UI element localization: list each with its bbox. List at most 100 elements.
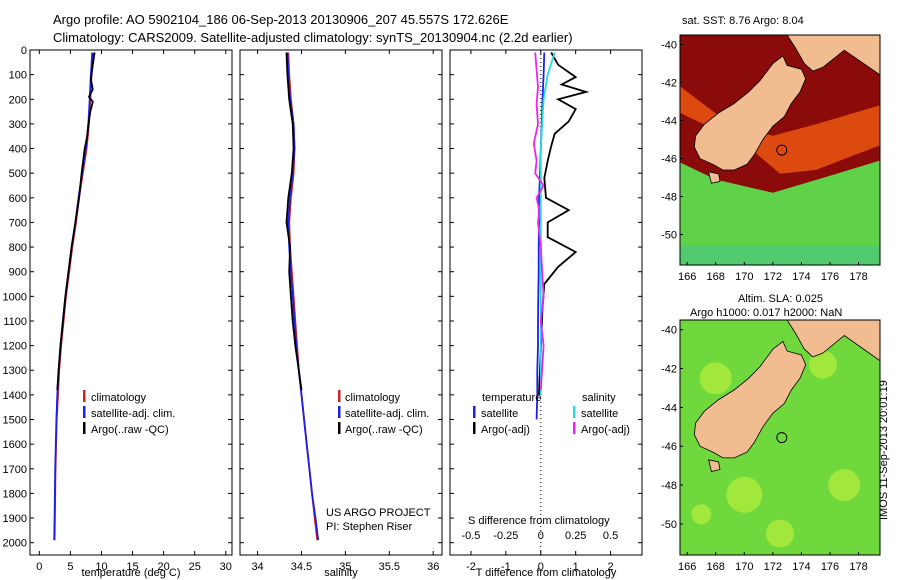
map-y-tick-label: -50 (661, 230, 677, 242)
sst-cool (680, 160, 880, 265)
map-x-tick-label: 178 (849, 271, 867, 283)
map-x-tick-label: 174 (792, 271, 810, 283)
argo-position-marker (776, 432, 788, 444)
sla-blob (691, 504, 712, 525)
legend-label: satellite-adj. clim. (91, 408, 175, 420)
legend-swatch-temp-argo (473, 422, 476, 434)
x2-tick-label: 0 (538, 530, 544, 542)
y-tick-label: 700 (9, 217, 27, 229)
x2-tick-label: 0.25 (565, 530, 586, 542)
map-x-tick-label: 172 (764, 561, 782, 573)
legend-label: satellite (581, 408, 618, 420)
sst-front (680, 86, 880, 174)
north-island (786, 35, 880, 76)
legend-swatch-sal-satellite (573, 406, 576, 418)
temperature-panel: 0100200300400500600700800900100011001200… (3, 45, 233, 579)
legend-label: Argo(..raw -QC) (91, 424, 169, 436)
x-tick-label: 30 (220, 561, 232, 573)
legend-swatch-argo (83, 422, 86, 434)
y-tick-label: 500 (9, 168, 27, 180)
map-x-tick-label: 176 (821, 561, 839, 573)
series-group (532, 52, 590, 420)
legend-swatch-satellite (338, 406, 341, 418)
y-tick-label: 900 (9, 267, 27, 279)
series-group (285, 52, 320, 541)
x-tick-label: 35.5 (379, 561, 400, 573)
x-tick-label: 0 (538, 561, 544, 573)
x-tick-label: -1 (501, 561, 511, 573)
argo-position-marker (776, 144, 788, 156)
series-line-2 (56, 52, 96, 391)
y-tick-label: 600 (9, 193, 27, 205)
x-tick-label: 25 (189, 561, 201, 573)
credit-line1: US ARGO PROJECT (326, 507, 431, 519)
map-x-tick-label: 168 (707, 561, 725, 573)
legend-difference: temperature salinity satellite Argo(-adj… (468, 392, 630, 527)
difference-panel: -2 -1 0 1 2T difference from climatology -0.5… (449, 49, 643, 579)
sla-blob (766, 519, 794, 548)
x-axis-label: salinity (324, 567, 358, 579)
plot-frame (239, 49, 443, 556)
series-line-2 (285, 52, 303, 391)
legend-label: Argo(-adj) (581, 424, 630, 436)
map-y-tick-label: -50 (661, 519, 677, 531)
timestamp-label: IMOS 11-Sep-2013 20:01:19 (878, 380, 890, 520)
legend-swatch-temp-satellite (473, 406, 476, 418)
x-tick-label: 0 (36, 561, 42, 573)
map-x-tick-label: 174 (792, 561, 810, 573)
x-tick-label: 35 (339, 561, 351, 573)
legend-label: satellite-adj. clim. (345, 408, 429, 420)
map-field (680, 35, 880, 265)
y-tick-label: 1800 (3, 488, 27, 500)
map-y-tick-label: -48 (661, 192, 677, 204)
legend-label: Argo(-adj) (481, 424, 530, 436)
x-tick-label: 15 (126, 561, 138, 573)
legend-salinity: climatology satellite-adj. clim. Argo(..… (326, 390, 431, 533)
x2-tick-label: 0.5 (603, 530, 618, 542)
y-tick-label: 1200 (3, 341, 27, 353)
south-island (693, 340, 807, 459)
y-tick-label: 0 (21, 45, 27, 57)
series-line-2 (539, 52, 556, 395)
sst-cold (680, 245, 880, 265)
y-tick-label: 100 (9, 70, 27, 82)
legend-swatch-argo (338, 422, 341, 434)
sla-map-subtitle: Argo h1000: 0.017 h2000: NaN (690, 307, 842, 319)
series-group (53, 52, 96, 541)
x-tick-label: 2 (608, 561, 614, 573)
x-tick-label: 5 (67, 561, 73, 573)
map-y-tick-label: -40 (661, 325, 677, 337)
map-frame (679, 34, 881, 266)
salinity-panel: 34 34.5 35 35.5 36 salinity (239, 49, 443, 579)
x-axis-label: T difference from climatology (476, 567, 617, 579)
y-tick-label: 1100 (3, 316, 27, 328)
plot-frame (29, 49, 233, 556)
y-tick-label: 2000 (3, 538, 27, 550)
map-x-tick-label: 168 (707, 271, 725, 283)
legend-swatch-satellite (83, 406, 86, 418)
south-island (693, 55, 807, 171)
legend-swatch-climatology (338, 390, 341, 402)
legend-label: Argo(..raw -QC) (345, 424, 423, 436)
map-y-tick-label: -48 (661, 480, 677, 492)
stewart-island (708, 459, 721, 472)
credit-line2: PI: Stephen Riser (326, 521, 413, 533)
legend-label: satellite (481, 408, 518, 420)
legend-label: climatology (91, 392, 147, 404)
map-y-tick-label: -40 (661, 40, 677, 52)
map-x-tick-label: 166 (678, 271, 696, 283)
y-tick-label: 1000 (3, 291, 27, 303)
x-tick-label: 10 (95, 561, 107, 573)
sla-blob (726, 476, 763, 513)
sla-blob (828, 469, 861, 502)
sla-map-title: Altim. SLA: 0.025 (738, 293, 823, 305)
map-x-tick-label: 170 (735, 561, 753, 573)
sst-map-title: sat. SST: 8.76 Argo: 8.04 (682, 15, 804, 27)
x-tick-label: 1 (573, 561, 579, 573)
x2-tick-label: -0.5 (461, 530, 480, 542)
map-x-tick-label: 178 (849, 561, 867, 573)
y-tick-label: 1700 (3, 464, 27, 476)
north-island (786, 320, 880, 362)
map-x-tick-label: 170 (735, 271, 753, 283)
y-tick-label: 1500 (3, 415, 27, 427)
